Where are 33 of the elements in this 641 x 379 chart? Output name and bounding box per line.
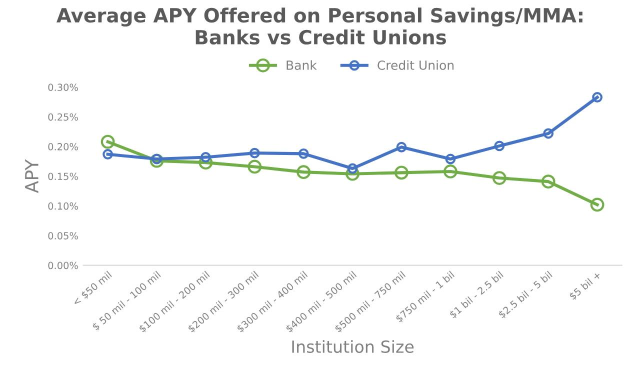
legend-label: Bank [286,60,317,70]
point [492,171,506,185]
x-tick-label: $5 bil + [568,270,602,301]
point [102,149,114,160]
point [494,140,505,152]
y-tick-label: 0.25% [48,113,78,121]
y-tick-label: 0.05% [48,232,78,240]
point [394,166,408,180]
point [296,165,311,180]
point [150,154,164,168]
chart-title: Average APY Offered on Personal Savings/MMA: Banks vs Credit Unions [56,8,582,45]
point [444,164,458,178]
point [298,148,309,159]
y-tick-label: 0.10% [48,202,78,210]
x-tick-label: < $50 mil [72,270,113,307]
point [100,134,115,149]
point [249,148,260,158]
point [543,128,554,139]
point [590,198,604,212]
point [396,142,407,152]
legend-label: Credit Union [378,60,454,70]
point [200,152,211,162]
y-tick-label: 0.00% [48,262,78,270]
y-tick-label: 0.30% [48,84,78,91]
point [592,92,603,102]
y-tick-label: 0.20% [48,143,78,150]
point [346,166,360,181]
point [445,154,456,164]
x-axis-title: Institution Size [292,340,414,353]
point [248,160,262,174]
point [541,174,556,189]
y-tick-label: 0.15% [48,172,78,180]
y-axis-title: APY [25,159,38,194]
